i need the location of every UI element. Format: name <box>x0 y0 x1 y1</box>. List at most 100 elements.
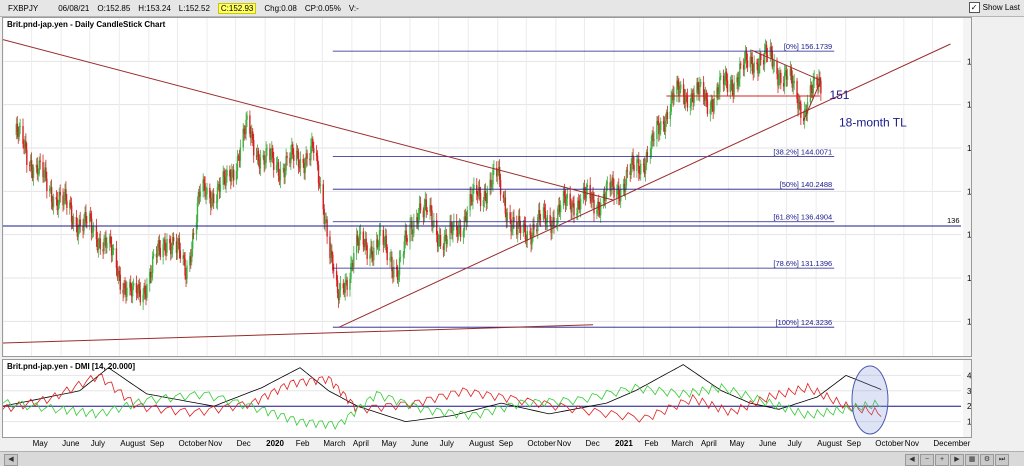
scroll-end-icon[interactable]: ⏭ <box>995 454 1009 466</box>
date-axis-label: Nov <box>556 439 572 448</box>
candle-body <box>98 238 100 243</box>
candle-body <box>123 283 125 294</box>
candle-body <box>484 191 487 199</box>
candle-body <box>143 285 145 295</box>
candle-body <box>204 183 206 197</box>
candle-body <box>682 84 685 97</box>
candle-body <box>263 155 265 165</box>
show-last-toggle[interactable]: ✓ Show Last <box>968 2 1020 13</box>
candle-body <box>235 171 238 181</box>
candle-body <box>311 139 313 146</box>
candle-body <box>586 184 589 188</box>
candle-body <box>798 101 800 109</box>
candle-body <box>49 188 51 192</box>
candle-body <box>726 80 729 92</box>
price-tick-label: 140.000 <box>967 187 971 196</box>
candle-body <box>63 195 65 206</box>
candle-body <box>612 177 614 187</box>
candle-body <box>598 201 600 210</box>
candle-body <box>764 44 767 52</box>
candle-body <box>363 244 365 248</box>
chart-footer-toolbar: ◀ ◀ − + ▶ ▦ ⚙ ⏭ <box>0 451 1024 466</box>
candle-body <box>778 77 780 86</box>
candle-body <box>106 243 108 248</box>
candle-body <box>116 267 119 278</box>
scroll-left-icon[interactable]: ◀ <box>4 454 18 466</box>
candle-body <box>812 80 814 94</box>
candle-body <box>137 283 140 294</box>
grid-icon[interactable]: ▦ <box>965 454 979 466</box>
price-chart-panel[interactable]: 125.000 130.000 135.000 140.000 145.000 150.0… <box>2 17 996 357</box>
candle-body <box>806 102 809 115</box>
candle-body <box>619 197 621 202</box>
candle-body <box>442 245 445 250</box>
candle-body <box>43 174 45 178</box>
candle-body <box>338 290 341 300</box>
candle-body <box>230 176 232 182</box>
candle-body <box>710 99 712 110</box>
candle-body <box>602 193 605 203</box>
scroll-forward-icon[interactable]: ▶ <box>950 454 964 466</box>
zoom-out-icon[interactable]: − <box>920 454 934 466</box>
date-axis-label: Sep <box>498 439 513 448</box>
candle-body <box>818 77 820 87</box>
candle-body <box>485 198 487 204</box>
candle-body <box>231 170 233 182</box>
candle-body <box>632 155 634 165</box>
candle-body <box>550 223 552 233</box>
settings-icon[interactable]: ⚙ <box>980 454 994 466</box>
dmi-tick-label: 10 <box>967 418 971 427</box>
candle-body <box>192 233 195 235</box>
candle-body <box>491 184 493 187</box>
candle-body <box>733 82 735 96</box>
candle-body <box>316 155 319 165</box>
candle-body <box>426 210 428 213</box>
candle-body <box>419 203 422 211</box>
candle-body <box>219 184 222 192</box>
candle-body <box>185 275 187 280</box>
dmi-indicator-panel[interactable]: 10 20 30 40 Brit.pnd-jap.yen - DMI [14, 20.… <box>2 359 976 438</box>
candle-body <box>549 215 551 224</box>
candle-body <box>203 179 205 184</box>
candle-body <box>450 222 452 227</box>
candle-body <box>218 184 221 192</box>
candle-body <box>393 266 395 278</box>
candle-body <box>376 239 379 248</box>
candle-body <box>109 236 111 244</box>
scroll-back-icon[interactable]: ◀ <box>905 454 919 466</box>
dmi-chart-svg[interactable]: 10 20 30 40 <box>2 360 976 437</box>
candle-body <box>512 217 514 229</box>
candle-body <box>745 50 748 61</box>
candle-body <box>477 187 480 197</box>
candle-body <box>209 187 211 198</box>
candle-body <box>704 92 707 101</box>
candle-body <box>99 238 101 250</box>
candle-body <box>783 72 786 87</box>
candle-body <box>404 230 406 242</box>
candle-body <box>69 202 71 208</box>
candle-body <box>364 238 366 248</box>
candle-body <box>251 131 253 138</box>
candle-body <box>498 166 501 180</box>
candle-body <box>544 211 547 225</box>
candle-body <box>537 216 539 232</box>
candle-body <box>315 152 318 156</box>
candle-body <box>765 44 768 56</box>
candle-body <box>657 120 659 123</box>
candle-body <box>349 278 351 290</box>
candle-body <box>646 152 649 157</box>
candle-body <box>516 222 518 235</box>
price-chart-svg[interactable]: 125.000 130.000 135.000 140.000 145.000 150.0… <box>2 18 996 356</box>
candle-body <box>146 283 148 298</box>
candle-body <box>16 123 18 133</box>
candle-body <box>272 147 274 159</box>
candle-body <box>593 199 595 214</box>
zoom-in-icon[interactable]: + <box>935 454 949 466</box>
candle-body <box>545 222 548 225</box>
candle-body <box>626 170 629 172</box>
candle-body <box>479 192 482 206</box>
checkbox-checked-icon[interactable]: ✓ <box>968 2 980 13</box>
date-axis-label: August <box>817 439 842 448</box>
candle-body <box>44 167 46 175</box>
date-axis-label: June <box>62 439 80 448</box>
